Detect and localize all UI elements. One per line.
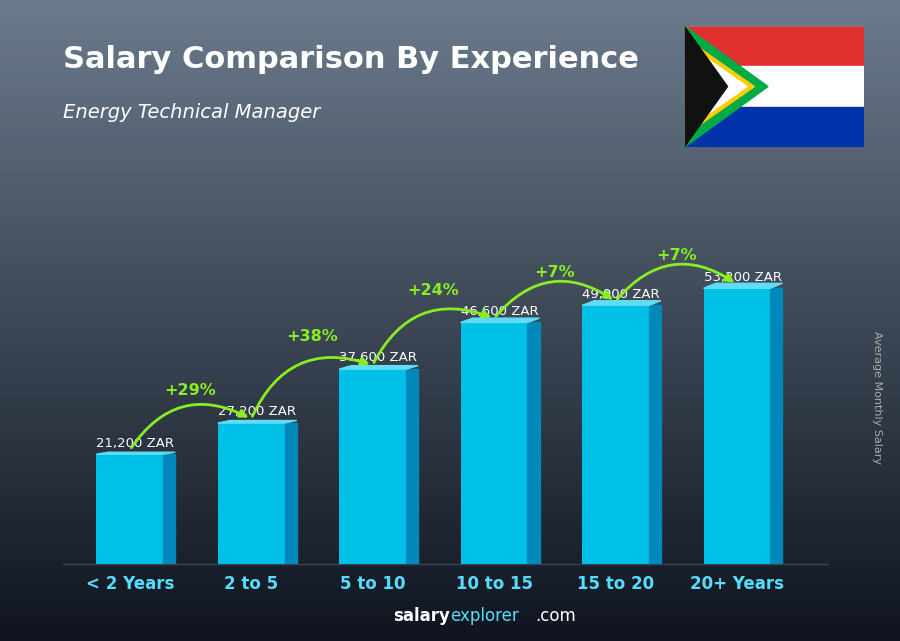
Polygon shape (582, 301, 661, 305)
Bar (96, 454, 163, 564)
Polygon shape (406, 369, 419, 564)
Polygon shape (163, 454, 176, 564)
Polygon shape (461, 318, 540, 322)
Text: .com: .com (536, 607, 576, 625)
Polygon shape (96, 452, 176, 454)
Text: +24%: +24% (408, 283, 459, 297)
Polygon shape (649, 305, 661, 564)
Text: +38%: +38% (286, 329, 338, 344)
Bar (582, 305, 649, 564)
Polygon shape (770, 288, 782, 564)
Text: 27,200 ZAR: 27,200 ZAR (218, 405, 296, 419)
Bar (461, 322, 527, 564)
Bar (704, 288, 770, 564)
Polygon shape (684, 26, 727, 147)
Text: salary: salary (393, 607, 450, 625)
Text: +29%: +29% (165, 383, 216, 398)
Text: +7%: +7% (656, 248, 697, 263)
Text: 21,200 ZAR: 21,200 ZAR (96, 437, 175, 449)
Text: 49,900 ZAR: 49,900 ZAR (582, 288, 660, 301)
Text: 53,200 ZAR: 53,200 ZAR (704, 271, 781, 283)
Text: Average Monthly Salary: Average Monthly Salary (872, 331, 883, 464)
Text: +7%: +7% (535, 265, 575, 281)
Polygon shape (684, 26, 768, 147)
Polygon shape (218, 420, 297, 423)
Text: Salary Comparison By Experience: Salary Comparison By Experience (63, 45, 639, 74)
Bar (218, 423, 284, 564)
Polygon shape (339, 365, 418, 369)
Bar (339, 369, 406, 564)
Polygon shape (684, 42, 747, 131)
Text: 37,600 ZAR: 37,600 ZAR (339, 351, 417, 365)
Bar (684, 107, 864, 147)
Bar (684, 26, 864, 66)
Bar (684, 66, 864, 107)
Text: 46,600 ZAR: 46,600 ZAR (461, 305, 538, 318)
Polygon shape (704, 283, 782, 288)
Text: explorer: explorer (450, 607, 518, 625)
Polygon shape (527, 322, 540, 564)
Polygon shape (284, 423, 297, 564)
Polygon shape (684, 37, 754, 136)
Text: Energy Technical Manager: Energy Technical Manager (63, 103, 320, 122)
